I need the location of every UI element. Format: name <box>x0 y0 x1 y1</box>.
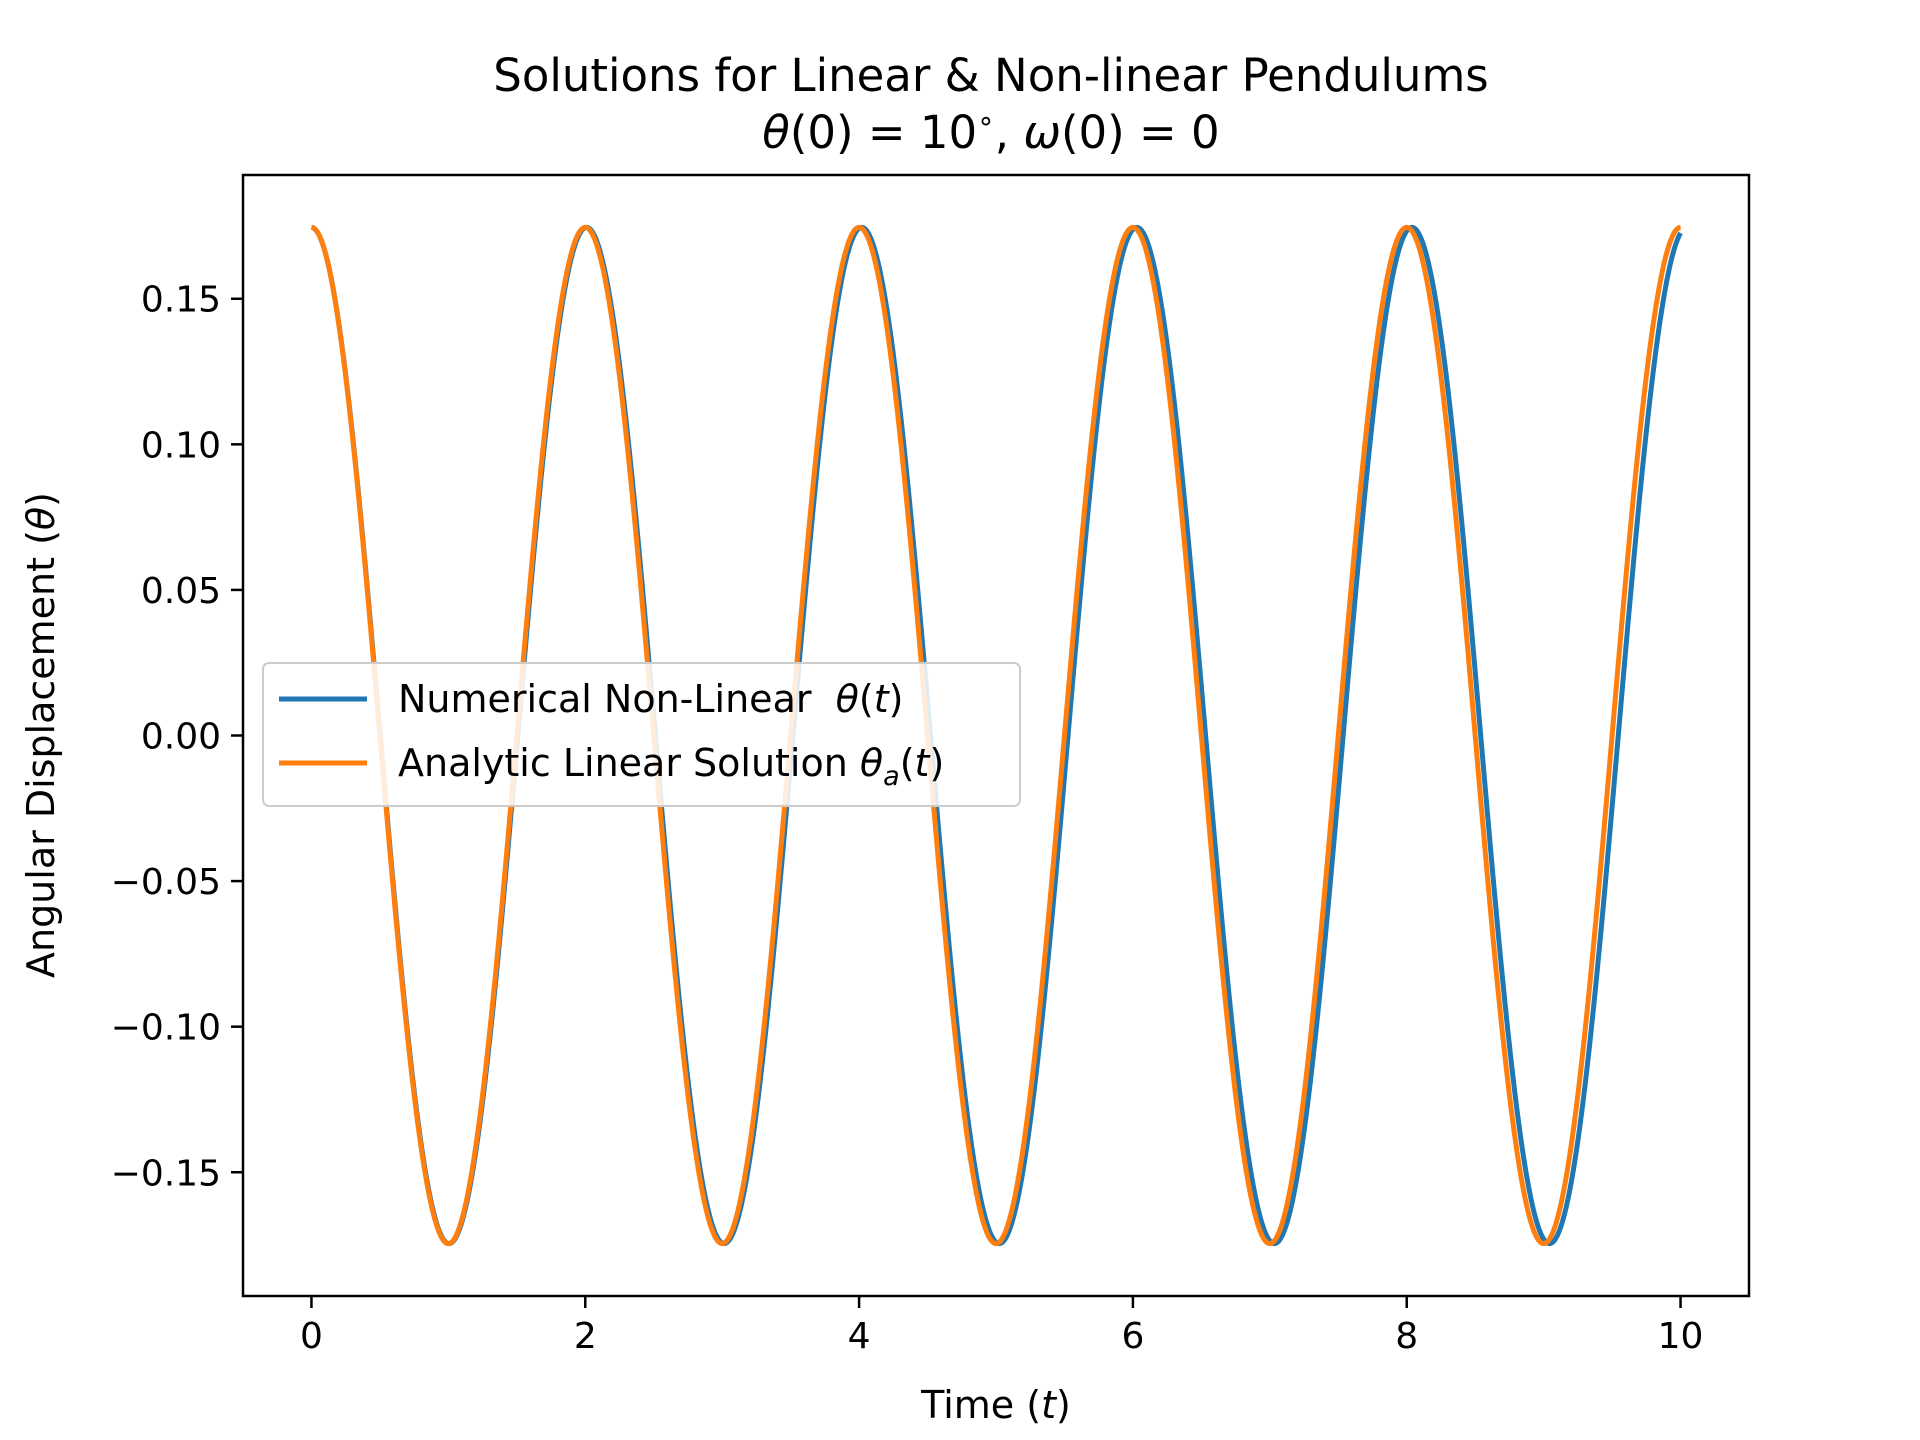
y-axis-label-var: θ <box>19 507 63 530</box>
x-axis-label: Time (t) <box>920 1383 1071 1427</box>
legend-nonlinear-open: ( <box>859 677 874 721</box>
y-tick-label: −0.15 <box>111 1153 221 1194</box>
series-line-linear <box>309 224 1683 1247</box>
series-group <box>309 224 1683 1247</box>
subtitle-degree: ∘ <box>977 104 995 137</box>
x-axis: 0 2 4 6 8 10 <box>300 1296 1703 1357</box>
y-tick-label: 0.15 <box>141 280 221 321</box>
y-axis-label: Angular Displacement (θ) <box>19 492 63 978</box>
y-tick-label: −0.05 <box>111 862 221 903</box>
legend-nonlinear-close: ) <box>889 677 904 721</box>
y-axis-label-text: Angular Displacement ( <box>19 530 63 978</box>
legend-nonlinear-text: Numerical Non-Linear <box>398 677 836 721</box>
y-axis: 0.15 0.10 0.05 0.00 −0.05 −0.10 −0.15 <box>111 280 243 1194</box>
x-axis-label-text: Time ( <box>920 1383 1041 1427</box>
x-tick-label: 0 <box>300 1316 323 1357</box>
y-axis-label-close: ) <box>19 492 63 507</box>
subtitle-omega: ω <box>1023 106 1061 159</box>
x-tick-label: 6 <box>1121 1316 1144 1357</box>
legend-box <box>262 662 1021 807</box>
legend-linear-open: ( <box>900 741 915 785</box>
y-tick-label: −0.10 <box>111 1008 221 1049</box>
y-tick-label: 0.10 <box>141 425 221 466</box>
legend-linear-arg: t <box>915 741 932 785</box>
legend-label-linear: Analytic Linear Solution θa(t) <box>398 741 944 792</box>
x-tick-label: 4 <box>848 1316 871 1357</box>
chart-title: Solutions for Linear & Non-linear Pendul… <box>493 49 1488 102</box>
x-tick-label: 8 <box>1395 1316 1418 1357</box>
legend-nonlinear-var: θ <box>836 677 859 721</box>
y-tick-label: 0.05 <box>141 571 221 612</box>
subtitle-theta: θ <box>762 106 790 159</box>
legend-linear-text: Analytic Linear Solution <box>398 741 860 785</box>
legend: Numerical Non-Linear θ(t) Analytic Linea… <box>262 662 1021 807</box>
legend-linear-close: ) <box>929 741 944 785</box>
chart-subtitle: θ(0) = 10∘, ω(0) = 0 <box>762 104 1219 159</box>
legend-linear-var: θ <box>860 741 883 785</box>
x-axis-label-var: t <box>1041 1383 1058 1427</box>
legend-linear-sub: a <box>883 761 900 792</box>
x-axis-label-close: ) <box>1056 1383 1071 1427</box>
y-tick-label: 0.00 <box>141 717 221 758</box>
legend-nonlinear-arg: t <box>874 677 891 721</box>
subtitle-separator: , <box>995 106 1024 159</box>
legend-label-nonlinear: Numerical Non-Linear θ(t) <box>398 677 903 721</box>
subtitle-theta-arg: (0) = 10 <box>790 106 977 159</box>
subtitle-omega-arg: (0) = 0 <box>1061 106 1220 159</box>
x-tick-label: 2 <box>574 1316 597 1357</box>
x-tick-label: 10 <box>1658 1316 1704 1357</box>
